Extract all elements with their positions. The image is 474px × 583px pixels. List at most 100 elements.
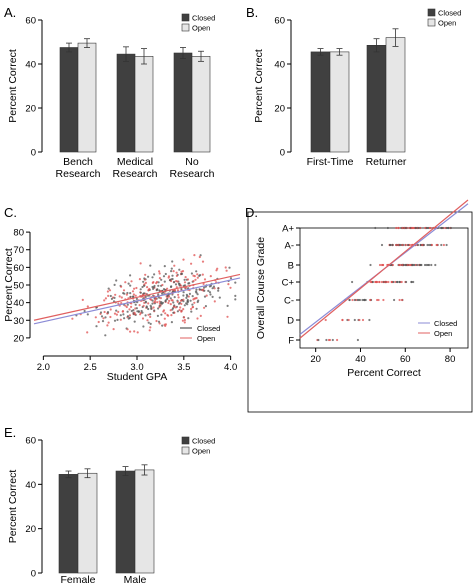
point-closed bbox=[441, 226, 444, 230]
point-closed bbox=[186, 301, 189, 304]
point-open bbox=[120, 296, 123, 299]
point-closed bbox=[407, 243, 410, 247]
category-label: Returner bbox=[366, 156, 407, 168]
point-closed bbox=[317, 338, 320, 342]
point-open bbox=[81, 298, 84, 301]
point-closed bbox=[123, 292, 126, 295]
point-open bbox=[151, 281, 154, 284]
bar-open bbox=[134, 55, 154, 153]
point-open bbox=[213, 300, 216, 303]
point-open bbox=[201, 273, 204, 276]
point-open bbox=[376, 298, 379, 302]
point-open bbox=[358, 318, 361, 322]
y-tick-label: 60 bbox=[25, 16, 36, 27]
point-closed bbox=[132, 309, 135, 312]
point-open bbox=[174, 306, 177, 309]
point-closed bbox=[226, 304, 229, 307]
point-closed bbox=[147, 275, 150, 278]
point-closed bbox=[428, 263, 431, 267]
point-closed bbox=[203, 286, 206, 289]
point-closed bbox=[172, 301, 175, 304]
point-closed bbox=[189, 299, 192, 302]
point-closed bbox=[218, 296, 221, 299]
bar-chart-e: E. 0 20 40 60 Percent Correct Female Male Closed… bbox=[4, 425, 215, 583]
point-closed bbox=[99, 311, 103, 314]
point-closed bbox=[207, 289, 210, 292]
x-tick-label: 3.5 bbox=[177, 362, 190, 373]
grade-tick-label: B bbox=[288, 261, 294, 272]
point-closed bbox=[389, 243, 392, 247]
legend-label: Closed bbox=[434, 319, 457, 328]
point-open bbox=[144, 273, 147, 276]
grade-tick-label: C- bbox=[284, 296, 294, 307]
point-open bbox=[203, 278, 207, 281]
point-closed bbox=[136, 310, 139, 313]
point-open bbox=[375, 280, 378, 284]
point-closed bbox=[149, 264, 152, 267]
point-closed bbox=[83, 309, 86, 313]
legend-label: Open bbox=[434, 329, 452, 338]
point-closed bbox=[151, 302, 154, 305]
point-closed bbox=[139, 288, 142, 291]
category-label: First-Time bbox=[307, 156, 354, 168]
y-tick-label: 20 bbox=[274, 104, 285, 115]
point-closed bbox=[371, 280, 374, 284]
point-closed bbox=[229, 277, 233, 280]
point-open bbox=[380, 280, 383, 284]
fit-line-open bbox=[299, 199, 469, 339]
point-open bbox=[408, 243, 411, 247]
point-closed bbox=[449, 226, 453, 230]
point-open bbox=[118, 295, 121, 298]
point-open bbox=[158, 270, 161, 273]
point-open bbox=[125, 305, 128, 309]
point-open bbox=[183, 318, 186, 322]
panel-label: B. bbox=[246, 5, 258, 20]
point-open bbox=[102, 317, 105, 320]
point-open bbox=[194, 278, 197, 281]
point-closed bbox=[187, 317, 190, 320]
point-closed bbox=[164, 272, 167, 276]
point-open bbox=[97, 320, 100, 324]
y-tick-label: 0 bbox=[31, 569, 36, 580]
point-closed bbox=[170, 267, 173, 270]
point-closed bbox=[171, 277, 174, 281]
point-closed bbox=[152, 286, 155, 289]
point-closed bbox=[186, 295, 189, 298]
scatter-points bbox=[316, 226, 453, 342]
point-open bbox=[176, 300, 179, 303]
point-closed bbox=[115, 309, 118, 312]
point-closed bbox=[169, 297, 172, 300]
point-closed bbox=[180, 272, 184, 275]
point-open bbox=[196, 276, 199, 279]
legend-swatch-closed bbox=[181, 13, 190, 22]
point-closed bbox=[194, 290, 198, 293]
point-closed bbox=[396, 280, 399, 284]
point-closed bbox=[141, 285, 144, 289]
point-open bbox=[387, 280, 390, 284]
point-open bbox=[199, 314, 202, 317]
bar-chart-b: B. 0 20 40 60 Percent Correct First-Time Return… bbox=[246, 5, 461, 168]
point-open bbox=[86, 331, 89, 334]
point-open bbox=[182, 258, 185, 261]
x-tick-label: 80 bbox=[445, 354, 456, 365]
y-tick-label: 20 bbox=[13, 333, 24, 344]
bar-closed bbox=[116, 53, 136, 153]
point-open bbox=[401, 226, 404, 230]
x-tick-label: 2.5 bbox=[84, 362, 97, 373]
bar-open bbox=[385, 37, 406, 153]
point-open bbox=[198, 255, 201, 259]
point-closed bbox=[119, 314, 122, 317]
grade-tick-label: C+ bbox=[282, 278, 295, 289]
point-open bbox=[430, 243, 433, 247]
point-open bbox=[184, 276, 187, 279]
point-closed bbox=[157, 307, 160, 310]
point-closed bbox=[153, 273, 156, 276]
point-closed bbox=[196, 300, 199, 304]
scatter-chart-d: D. 20 40 60 80 FD C- C+ B A- A+ Percent Correct Over… bbox=[245, 199, 473, 413]
point-open bbox=[324, 318, 327, 322]
point-closed bbox=[416, 243, 420, 247]
point-closed bbox=[172, 311, 175, 314]
point-closed bbox=[196, 293, 199, 296]
legend-swatch-open bbox=[181, 23, 190, 32]
fit-line-open bbox=[33, 273, 241, 321]
